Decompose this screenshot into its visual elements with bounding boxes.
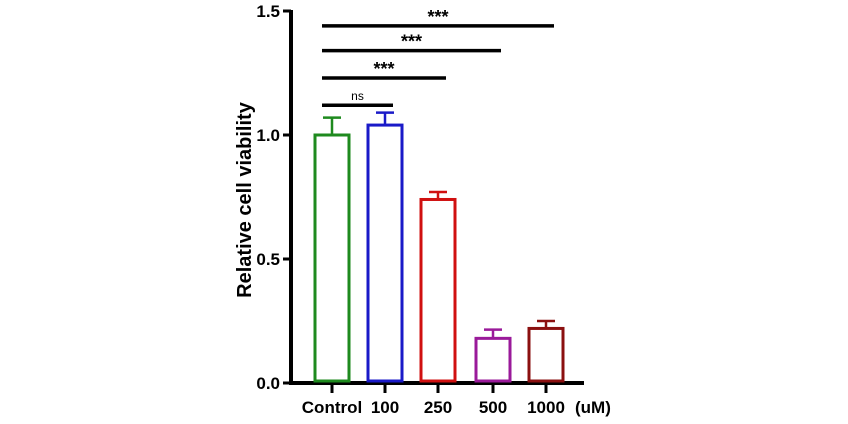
bar-500: [474, 336, 512, 383]
y-tick-label: 1.0: [256, 126, 280, 145]
x-tick-label: 100: [371, 398, 399, 417]
significance-label: ns: [351, 89, 364, 103]
y-tick-label: 0.0: [256, 374, 280, 393]
x-tick-label: 500: [479, 398, 507, 417]
bar-control: [313, 133, 351, 383]
significance-label: ***: [373, 59, 394, 79]
y-tick-label: 0.5: [256, 250, 280, 269]
bar-1000: [527, 326, 565, 383]
significance-label: ***: [427, 7, 448, 27]
bar-250: [419, 197, 457, 383]
x-tick-label: Control: [302, 398, 362, 417]
y-axis-label: Relative cell viability: [234, 101, 256, 298]
x-tick-label: 250: [424, 398, 452, 417]
bar-100: [366, 123, 404, 383]
unit-label: (uM): [575, 398, 611, 417]
x-tick-label: 1000: [527, 398, 565, 417]
y-tick-label: 1.5: [256, 2, 280, 21]
significance-label: ***: [401, 32, 422, 52]
